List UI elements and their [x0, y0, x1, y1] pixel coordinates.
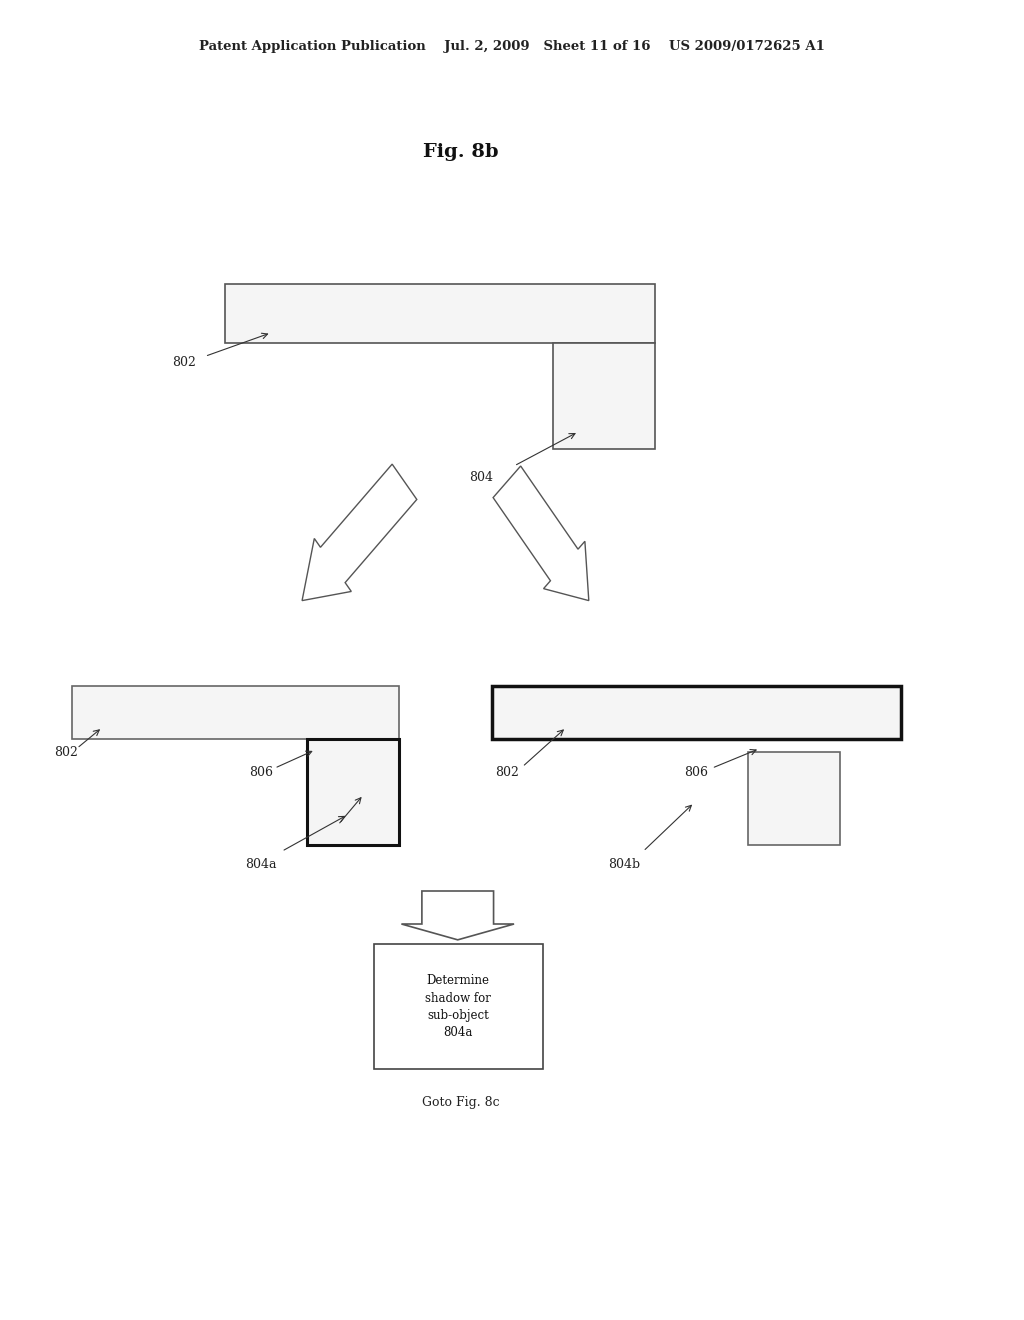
Text: 802: 802: [54, 746, 79, 759]
Text: 804b: 804b: [608, 858, 641, 871]
Text: 804a: 804a: [246, 858, 276, 871]
FancyBboxPatch shape: [374, 944, 543, 1069]
FancyBboxPatch shape: [748, 752, 840, 845]
FancyBboxPatch shape: [72, 686, 399, 739]
FancyBboxPatch shape: [307, 739, 399, 845]
Polygon shape: [494, 466, 589, 601]
FancyBboxPatch shape: [492, 686, 901, 739]
Polygon shape: [401, 891, 514, 940]
Text: Goto Fig. 8c: Goto Fig. 8c: [422, 1096, 500, 1109]
Text: 806: 806: [249, 766, 273, 779]
Text: 802: 802: [495, 766, 519, 779]
Text: Determine
shadow for
sub-object
804a: Determine shadow for sub-object 804a: [425, 974, 492, 1039]
Text: 802: 802: [172, 356, 197, 370]
Text: Patent Application Publication    Jul. 2, 2009   Sheet 11 of 16    US 2009/01726: Patent Application Publication Jul. 2, 2…: [199, 40, 825, 53]
FancyBboxPatch shape: [553, 343, 655, 449]
Polygon shape: [302, 465, 417, 601]
Text: 804: 804: [469, 471, 494, 484]
Text: Fig. 8b: Fig. 8b: [423, 143, 499, 161]
FancyBboxPatch shape: [225, 284, 655, 343]
Text: 806: 806: [684, 766, 709, 779]
